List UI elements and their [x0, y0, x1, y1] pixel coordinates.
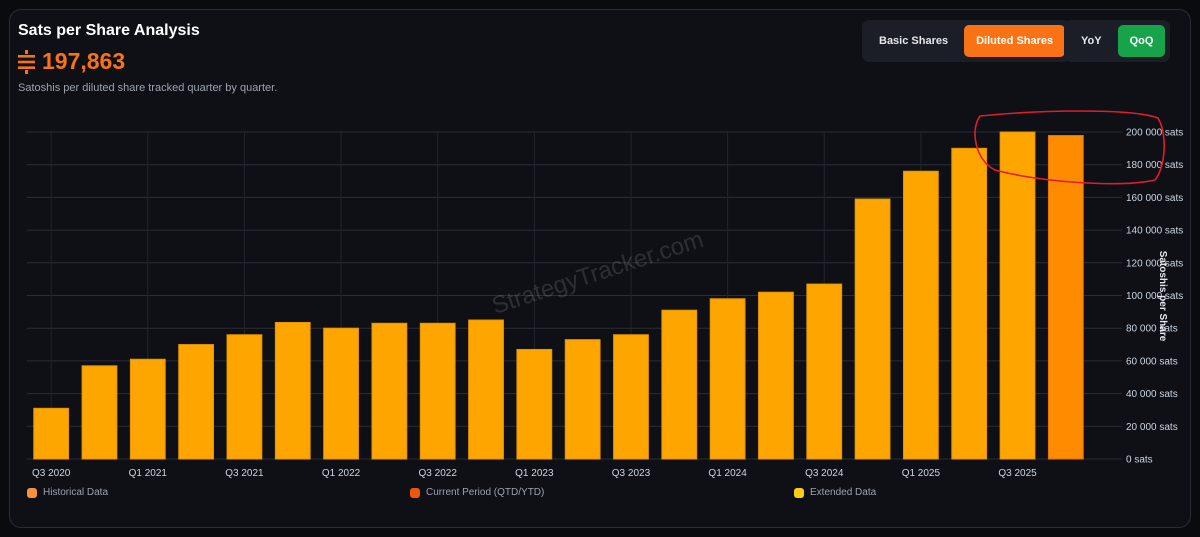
bar-q2-2022[interactable]: [371, 322, 408, 460]
y-axis-label: Satoshis per Share: [1157, 251, 1168, 342]
bar-q2-2021[interactable]: [178, 344, 215, 460]
legend-swatch: [27, 487, 37, 498]
period-toggle: YoY QoQ: [1064, 20, 1171, 62]
x-tick-label: Q3 2025: [998, 468, 1037, 479]
x-tick-label: Q3 2023: [612, 468, 651, 479]
legend-label: Current Period (QTD/YTD): [426, 487, 545, 498]
y-tick-label: 40 000 sats: [1126, 389, 1178, 400]
bar-q1-2024[interactable]: [709, 298, 746, 460]
x-axis-ticks: Q3 2020 Q1 2021 Q3 2021 Q1 2022 Q3 2022 Q1 20…: [32, 468, 1037, 479]
y-tick-label: 100 000 sats: [1126, 291, 1183, 302]
watermark-text: StrategyTracker.com: [489, 226, 707, 320]
metric-value: 197,863: [42, 48, 126, 74]
y-tick-label: 60 000 sats: [1126, 356, 1178, 367]
satoshi-icon: [18, 49, 35, 74]
legend-swatch: [794, 487, 804, 498]
x-tick-label: Q3 2021: [225, 468, 264, 479]
x-tick-label: Q3 2024: [805, 468, 844, 479]
x-tick-label: Q3 2020: [32, 468, 71, 479]
chart-title: Sats per Share Analysis: [18, 22, 200, 39]
y-tick-label: 200 000 sats: [1126, 128, 1183, 139]
y-tick-label: 180 000 sats: [1126, 160, 1183, 171]
bar-q3-2021[interactable]: [226, 334, 263, 460]
qoq-button[interactable]: QoQ: [1117, 25, 1166, 57]
current-metric: 197,863: [16, 48, 125, 75]
bar-q2-2025[interactable]: [951, 147, 988, 460]
bar-q4-2023[interactable]: [661, 309, 698, 460]
legend-swatch: [410, 487, 420, 498]
bar-q3-2024[interactable]: [806, 283, 843, 460]
legend-label: Historical Data: [43, 487, 109, 498]
y-tick-label: 140 000 sats: [1126, 226, 1183, 237]
bar-q3-2023[interactable]: [613, 334, 649, 460]
highlight-circle-annotation: [974, 110, 1165, 185]
bar-q1-2022[interactable]: [323, 327, 359, 460]
x-tick-label: Q1 2024: [708, 468, 747, 479]
bar-q4-2025[interactable]: [1047, 134, 1084, 460]
bar-q4-2021[interactable]: [274, 321, 311, 460]
y-tick-label: 80 000 sats: [1126, 324, 1178, 335]
bar-q3-2025[interactable]: [999, 131, 1036, 460]
y-tick-label: 0 sats: [1126, 455, 1153, 466]
yoy-button[interactable]: YoY: [1081, 35, 1102, 47]
basic-shares-button[interactable]: Basic Shares: [879, 35, 949, 47]
bar-q3-2022[interactable]: [419, 322, 456, 460]
legend-item[interactable]: Current Period (QTD/YTD): [410, 487, 544, 498]
bars: [33, 131, 1084, 460]
legend-label: Extended Data: [810, 487, 877, 498]
x-tick-label: Q1 2022: [322, 468, 361, 479]
bar-q2-2023[interactable]: [564, 339, 601, 460]
bar-q2-2024[interactable]: [758, 291, 794, 460]
bar-q3-2020[interactable]: [33, 407, 70, 460]
y-axis-ticks: 0 sats 20 000 sats 40 000 sats 60 000 sats 8…: [1126, 128, 1183, 466]
legend-item[interactable]: Extended Data: [794, 487, 876, 498]
y-tick-label: 160 000 sats: [1126, 193, 1183, 204]
bar-q4-2020[interactable]: [81, 365, 118, 460]
x-tick-label: Q1 2023: [515, 468, 554, 479]
bar-q4-2022[interactable]: [468, 319, 504, 460]
x-tick-label: Q1 2025: [902, 468, 941, 479]
bar-q4-2024[interactable]: [854, 198, 891, 460]
x-tick-label: Q3 2022: [419, 468, 458, 479]
bar-q1-2025[interactable]: [902, 170, 939, 460]
bar-q1-2023[interactable]: [516, 348, 553, 460]
chart-subtitle: Satoshis per diluted share tracked quart…: [18, 82, 278, 94]
diluted-shares-button[interactable]: Diluted Shares: [964, 25, 1066, 57]
x-tick-label: Q1 2021: [129, 468, 168, 479]
y-tick-label: 120 000 sats: [1126, 258, 1183, 269]
y-tick-label: 20 000 sats: [1126, 422, 1178, 433]
bar-q1-2021[interactable]: [129, 358, 166, 460]
share-type-toggle: Basic Shares Diluted Shares: [862, 20, 1071, 62]
legend-item[interactable]: Historical Data: [27, 487, 108, 498]
